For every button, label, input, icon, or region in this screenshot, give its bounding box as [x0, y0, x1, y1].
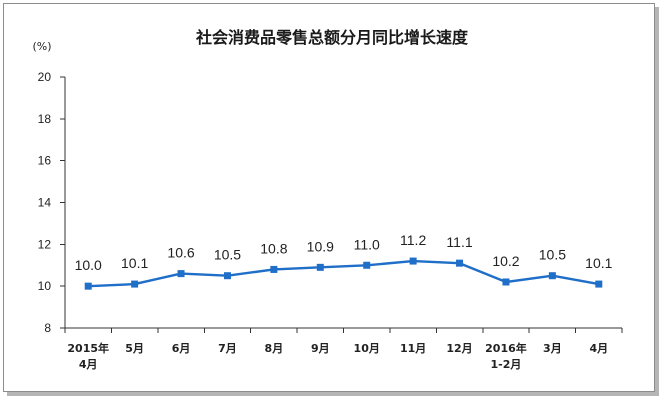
data-point-marker — [177, 270, 185, 278]
chart-frame — [3, 3, 655, 392]
y-axis-unit-label: (%) — [32, 40, 51, 53]
x-tick-label: 2016年 1-2月 — [485, 341, 527, 371]
x-tick-label-line: 6月 — [172, 342, 191, 355]
data-point-marker — [595, 280, 603, 288]
y-tick-label: 18 — [38, 112, 52, 126]
data-label: 10.5 — [539, 247, 566, 263]
data-point-marker — [548, 272, 556, 280]
y-tick-label: 8 — [44, 321, 51, 335]
x-tick-label-line: 11月 — [400, 342, 426, 355]
x-tick-label: 2015年 4月 — [67, 341, 109, 371]
data-label: 10.9 — [307, 238, 334, 254]
x-tick-label-line: 9月 — [311, 342, 330, 355]
x-tick-label: 9月 — [311, 342, 330, 355]
data-label: 10.8 — [260, 240, 287, 256]
x-tick-label-line: 4月 — [79, 358, 98, 371]
data-point-marker — [223, 272, 231, 280]
x-tick-label-line: 5月 — [125, 342, 144, 355]
data-point-marker — [363, 261, 371, 269]
data-point-marker — [456, 259, 464, 267]
data-label: 10.5 — [214, 247, 241, 263]
y-tick-label: 12 — [38, 237, 52, 251]
x-tick-label-line: 1-2月 — [491, 358, 522, 371]
x-tick-label: 7月 — [218, 342, 237, 355]
series-line — [88, 259, 600, 288]
x-tick-label: 4月 — [589, 342, 608, 355]
x-tick-label: 6月 — [172, 342, 191, 355]
x-tick-label: 11月 — [400, 342, 426, 355]
data-label: 11.0 — [354, 236, 380, 252]
data-point-marker — [316, 263, 324, 271]
x-tick-label: 3月 — [543, 342, 562, 355]
data-label: 11.1 — [446, 234, 472, 250]
x-tick-label-line: 7月 — [218, 342, 237, 355]
data-label: 10.6 — [167, 245, 194, 261]
x-tick-label: 12月 — [446, 342, 472, 355]
x-tick-label-line: 2016年 — [485, 341, 527, 355]
x-tick-label-line: 3月 — [543, 342, 562, 355]
data-point-marker — [84, 282, 92, 290]
x-tick-label-line: 12月 — [446, 342, 472, 355]
x-tick-label-line: 10月 — [354, 342, 380, 355]
x-tick-label: 5月 — [125, 342, 144, 355]
y-tick-label: 10 — [38, 279, 52, 293]
chart-title: 社会消费品零售总额分月同比增长速度 — [195, 28, 469, 47]
x-tick-label: 10月 — [354, 342, 380, 355]
data-point-marker — [409, 257, 417, 265]
y-tick-label: 20 — [38, 70, 52, 84]
data-label: 10.1 — [121, 255, 148, 271]
data-label: 11.2 — [400, 232, 426, 248]
x-tick-label: 8月 — [265, 342, 284, 355]
data-point-marker — [270, 265, 278, 273]
y-tick-label: 16 — [38, 154, 52, 168]
data-label: 10.1 — [585, 255, 612, 271]
data-point-marker — [131, 280, 139, 288]
y-tick-label: 14 — [38, 196, 52, 210]
x-tick-label-line: 2015年 — [67, 341, 109, 355]
data-label: 10.0 — [75, 257, 102, 273]
data-point-marker — [502, 278, 510, 286]
x-tick-label-line: 4月 — [589, 342, 608, 355]
data-label: 10.2 — [492, 253, 519, 269]
x-tick-label-line: 8月 — [265, 342, 284, 355]
